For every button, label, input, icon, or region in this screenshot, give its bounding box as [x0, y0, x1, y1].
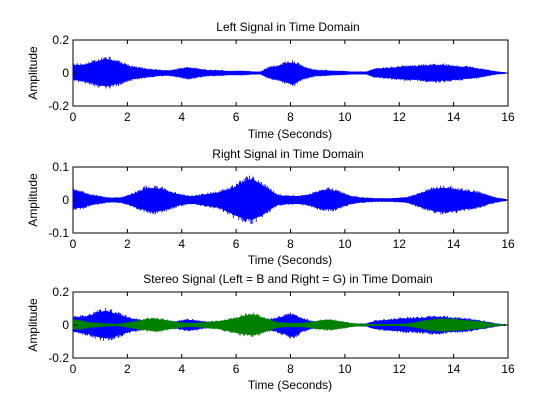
y-tick-label: -0.1: [48, 226, 69, 240]
x-tick-label: 16: [501, 110, 515, 124]
y-tick-label: 0.1: [52, 160, 69, 174]
y-tick-label: 0: [62, 193, 69, 207]
x-tick-label: 10: [338, 110, 352, 124]
y-axis-label: Amplitude: [26, 173, 40, 227]
tick-layer: 0 2 4 6 8 10 12 14 16-0.200.2: [48, 285, 515, 376]
x-tick-label: 6: [233, 362, 240, 376]
x-tick-label: 0: [70, 362, 77, 376]
x-axis-label: Time (Seconds): [248, 253, 332, 267]
x-tick-label: 6: [233, 237, 240, 251]
x-tick-label: 4: [178, 237, 185, 251]
x-tick-label: 12: [393, 110, 407, 124]
y-tick-label: 0.2: [52, 33, 69, 47]
y-tick-label: 0: [62, 318, 69, 332]
y-tick-label: -0.2: [48, 351, 69, 365]
x-tick-label: 10: [338, 237, 352, 251]
series-layer: [73, 175, 508, 225]
series-layer: [73, 307, 508, 341]
y-tick-label: 0.2: [52, 285, 69, 299]
y-tick-label: 0: [62, 66, 69, 80]
x-tick-label: 0: [70, 237, 77, 251]
x-tick-label: 8: [287, 362, 294, 376]
x-tick-label: 0: [70, 110, 77, 124]
x-tick-label: 4: [178, 362, 185, 376]
x-tick-label: 2: [124, 110, 131, 124]
x-tick-label: 14: [447, 110, 461, 124]
x-tick-label: 8: [287, 237, 294, 251]
x-tick-label: 2: [124, 237, 131, 251]
x-axis-label: Time (Seconds): [248, 127, 332, 141]
series-envelope-0: [73, 178, 508, 220]
x-tick-label: 2: [124, 362, 131, 376]
series-envelope-1: [73, 314, 508, 335]
y-axis-label: Amplitude: [26, 298, 40, 352]
series-layer: [73, 56, 508, 89]
y-axis-label: Amplitude: [26, 46, 40, 100]
subplot-stereo: Stereo Signal (Left = B and Right = G) i…: [26, 272, 515, 392]
tick-layer: 0 2 4 6 8 10 12 14 16-0.100.1: [48, 160, 515, 251]
plot-title: Right Signal in Time Domain: [212, 147, 363, 161]
x-tick-label: 16: [501, 237, 515, 251]
plot-title: Stereo Signal (Left = B and Right = G) i…: [143, 272, 432, 286]
plot-title: Left Signal in Time Domain: [216, 20, 359, 34]
x-tick-label: 6: [233, 110, 240, 124]
x-tick-label: 10: [338, 362, 352, 376]
subplot-left: Left Signal in Time Domain 0 2 4 6 8 10 12 14 16…: [26, 20, 515, 141]
x-axis-label: Time (Seconds): [248, 378, 332, 392]
x-tick-label: 12: [393, 362, 407, 376]
tick-layer: 0 2 4 6 8 10 12 14 16-0.200.2: [48, 33, 515, 124]
y-tick-label: -0.2: [48, 99, 69, 113]
series-envelope-0: [73, 58, 508, 87]
subplot-right: Right Signal in Time Domain 0 2 4 6 8 10 12 14 1…: [26, 147, 515, 267]
x-tick-label: 14: [447, 362, 461, 376]
x-tick-label: 8: [287, 110, 294, 124]
x-tick-label: 14: [447, 237, 461, 251]
x-tick-label: 4: [178, 110, 185, 124]
x-tick-label: 12: [393, 237, 407, 251]
x-tick-label: 16: [501, 362, 515, 376]
